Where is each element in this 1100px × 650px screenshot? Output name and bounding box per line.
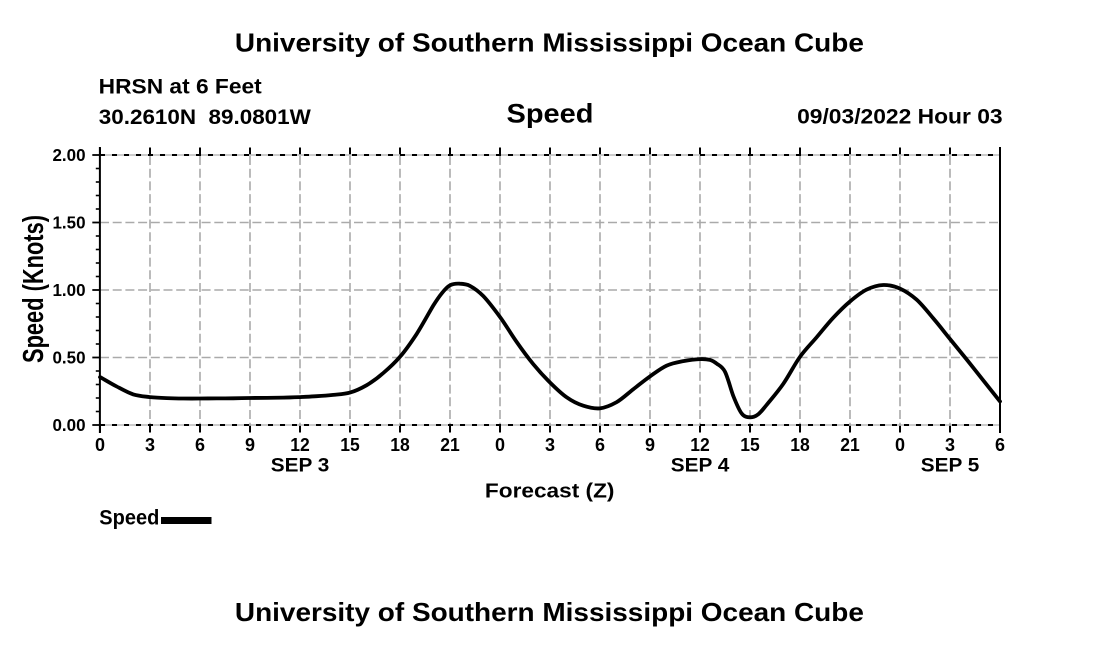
svg-text:University of Southern Mississ: University of Southern Mississippi Ocean…: [235, 27, 864, 57]
svg-text:0: 0: [895, 435, 905, 455]
svg-text:University of Southern Mississ: University of Southern Mississippi Ocean…: [235, 597, 864, 627]
svg-text:15: 15: [740, 435, 760, 455]
svg-text:SEP 5: SEP 5: [921, 455, 980, 477]
svg-text:1.00: 1.00: [53, 280, 86, 300]
svg-text:09/03/2022 Hour 03: 09/03/2022 Hour 03: [797, 105, 1003, 129]
svg-text:0: 0: [95, 435, 105, 455]
svg-text:12: 12: [290, 435, 310, 455]
svg-text:SEP 4: SEP 4: [671, 455, 730, 477]
svg-text:12: 12: [690, 435, 710, 455]
svg-text:3: 3: [945, 435, 955, 455]
svg-text:Speed (Knots): Speed (Knots): [18, 215, 50, 363]
svg-text:0.50: 0.50: [53, 348, 86, 368]
svg-text:1.50: 1.50: [53, 213, 86, 233]
svg-text:9: 9: [245, 435, 255, 455]
svg-text:6: 6: [195, 435, 205, 455]
svg-text:9: 9: [645, 435, 655, 455]
svg-text:Speed: Speed: [99, 507, 159, 530]
svg-text:HRSN at 6 Feet: HRSN at 6 Feet: [99, 74, 262, 98]
svg-text:3: 3: [145, 435, 155, 455]
svg-text:3: 3: [545, 435, 555, 455]
svg-text:0: 0: [495, 435, 505, 455]
svg-text:Speed: Speed: [507, 98, 594, 128]
svg-text:21: 21: [840, 435, 860, 455]
svg-text:2.00: 2.00: [53, 145, 86, 165]
svg-text:30.2610N 89.0801W: 30.2610N 89.0801W: [99, 105, 312, 129]
svg-text:6: 6: [595, 435, 605, 455]
svg-text:Forecast (Z): Forecast (Z): [485, 480, 615, 503]
svg-text:15: 15: [340, 435, 360, 455]
svg-text:18: 18: [790, 435, 810, 455]
svg-text:18: 18: [390, 435, 410, 455]
svg-text:6: 6: [995, 435, 1005, 455]
svg-text:21: 21: [440, 435, 460, 455]
svg-text:0.00: 0.00: [53, 415, 86, 435]
svg-text:SEP 3: SEP 3: [271, 455, 330, 477]
